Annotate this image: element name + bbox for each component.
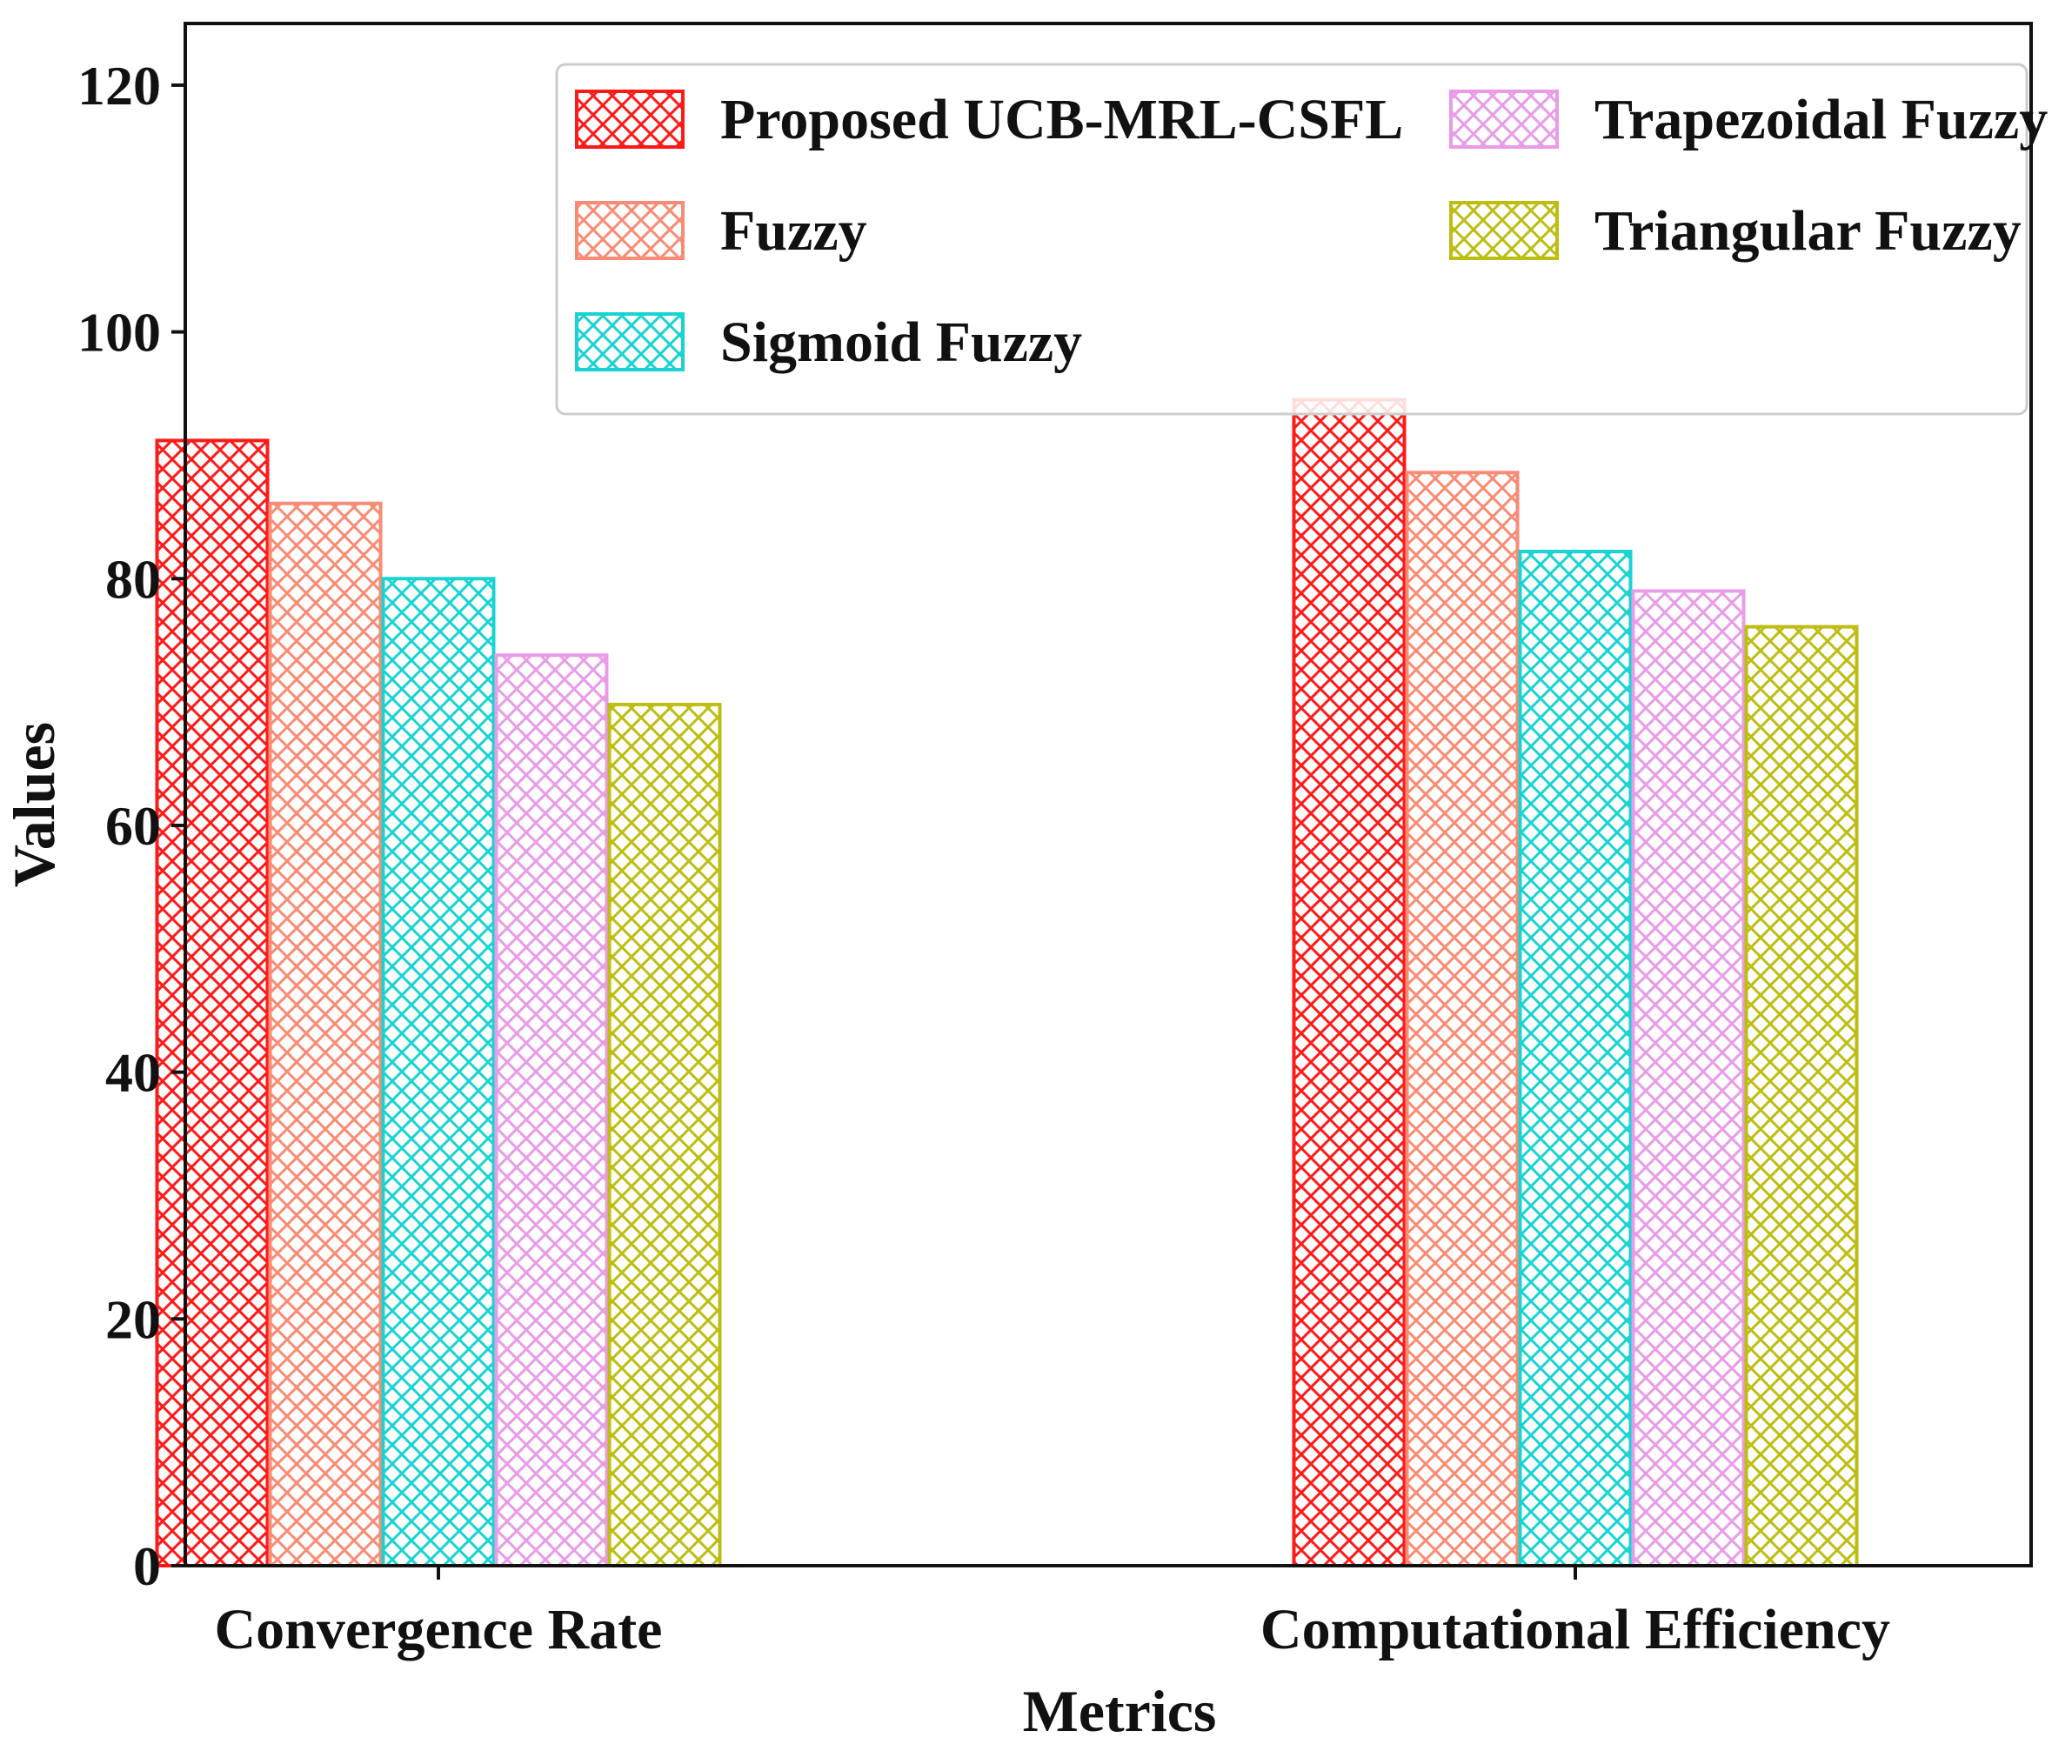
legend-label: Triangular Fuzzy [1594, 199, 2022, 263]
y-axis-title: Values [1, 722, 67, 887]
x-axis-title: Metrics [1023, 1678, 1217, 1744]
bar-5-2 [1744, 625, 1859, 1567]
bars-layer [155, 398, 1859, 1568]
legend-label: Trapezoidal Fuzzy [1594, 88, 2048, 151]
bar-1-2 [1292, 398, 1407, 1567]
bar-2-1 [268, 501, 383, 1568]
y-tick-label: 80 [105, 548, 161, 610]
y-tick-label: 0 [133, 1535, 161, 1597]
legend-swatch [575, 90, 685, 149]
bar-1-1 [155, 438, 270, 1567]
bar-3-2 [1518, 550, 1633, 1567]
x-axis: Convergence Rate Computational Efficiency [215, 1566, 1890, 1661]
plot-frame [184, 22, 2033, 1567]
bar-2-2 [1405, 471, 1520, 1567]
y-tick-label: 100 [77, 302, 161, 364]
legend-swatch [1449, 90, 1559, 149]
legend-label: Fuzzy [720, 199, 867, 263]
x-tick-label: Computational Efficiency [1260, 1598, 1890, 1661]
bar-3-1 [381, 577, 496, 1567]
y-tick-label: 120 [77, 55, 161, 117]
x-tick-label: Convergence Rate [215, 1598, 663, 1661]
y-tick-label: 20 [105, 1288, 161, 1350]
y-tick-label: 40 [105, 1042, 161, 1104]
legend-swatch [575, 201, 685, 260]
bar-4-2 [1631, 589, 1746, 1567]
bar-5-1 [607, 702, 722, 1567]
legend-label: Proposed UCB-MRL-CSFL [720, 88, 1403, 151]
y-axis: 0 20 40 60 80 100 120 [77, 55, 185, 1597]
legend-label: Sigmoid Fuzzy [720, 311, 1082, 374]
bar-4-1 [494, 653, 609, 1567]
y-tick-label: 60 [105, 795, 161, 857]
legend: Proposed UCB-MRL-CSFL Fuzzy Sigmoid Fuzzy T… [555, 63, 2048, 416]
legend-box [555, 63, 2029, 416]
legend-swatch [575, 312, 685, 371]
legend-swatch [1449, 201, 1559, 260]
